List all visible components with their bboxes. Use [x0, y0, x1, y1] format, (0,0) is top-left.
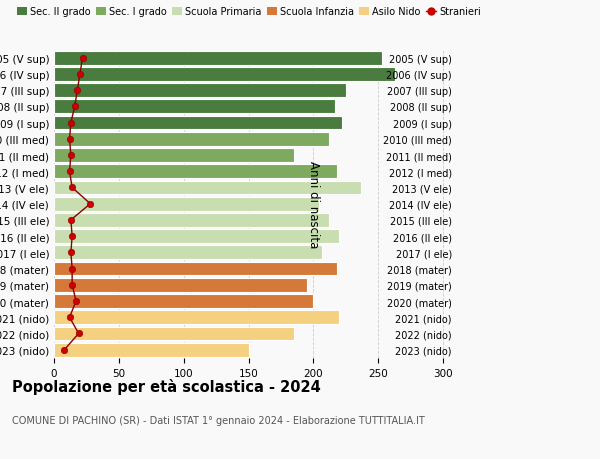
- Bar: [54, 181, 361, 195]
- Bar: [54, 327, 294, 341]
- Bar: [54, 84, 346, 98]
- Point: [59, 346, 69, 353]
- Point: [70, 103, 80, 111]
- Bar: [54, 262, 337, 276]
- Point: [71, 298, 81, 305]
- Bar: [54, 278, 307, 292]
- Bar: [54, 149, 294, 162]
- Bar: [54, 295, 313, 308]
- Point: [66, 152, 76, 159]
- Point: [66, 120, 76, 127]
- Bar: [54, 52, 382, 66]
- Bar: [54, 246, 322, 260]
- Point: [65, 168, 74, 175]
- Bar: [54, 311, 339, 325]
- Bar: [54, 133, 329, 146]
- Bar: [54, 343, 248, 357]
- Point: [75, 71, 85, 78]
- Bar: [54, 68, 395, 82]
- Point: [65, 136, 74, 143]
- Point: [66, 249, 76, 257]
- Bar: [54, 230, 339, 244]
- Point: [67, 281, 77, 289]
- Point: [65, 314, 74, 321]
- Bar: [54, 165, 337, 179]
- Y-axis label: Anni di nascita: Anni di nascita: [307, 161, 320, 248]
- Bar: [54, 213, 329, 227]
- Bar: [54, 100, 335, 114]
- Bar: [54, 197, 319, 211]
- Text: COMUNE DI PACHINO (SR) - Dati ISTAT 1° gennaio 2024 - Elaborazione TUTTITALIA.IT: COMUNE DI PACHINO (SR) - Dati ISTAT 1° g…: [12, 415, 425, 425]
- Point: [67, 233, 77, 241]
- Legend: Sec. II grado, Sec. I grado, Scuola Primaria, Scuola Infanzia, Asilo Nido, Stran: Sec. II grado, Sec. I grado, Scuola Prim…: [17, 7, 481, 17]
- Point: [67, 185, 77, 192]
- Text: Popolazione per età scolastica - 2024: Popolazione per età scolastica - 2024: [12, 379, 321, 395]
- Point: [66, 217, 76, 224]
- Point: [73, 87, 82, 95]
- Point: [67, 265, 77, 273]
- Point: [78, 55, 88, 62]
- Bar: [54, 117, 342, 130]
- Point: [74, 330, 83, 337]
- Point: [86, 201, 95, 208]
